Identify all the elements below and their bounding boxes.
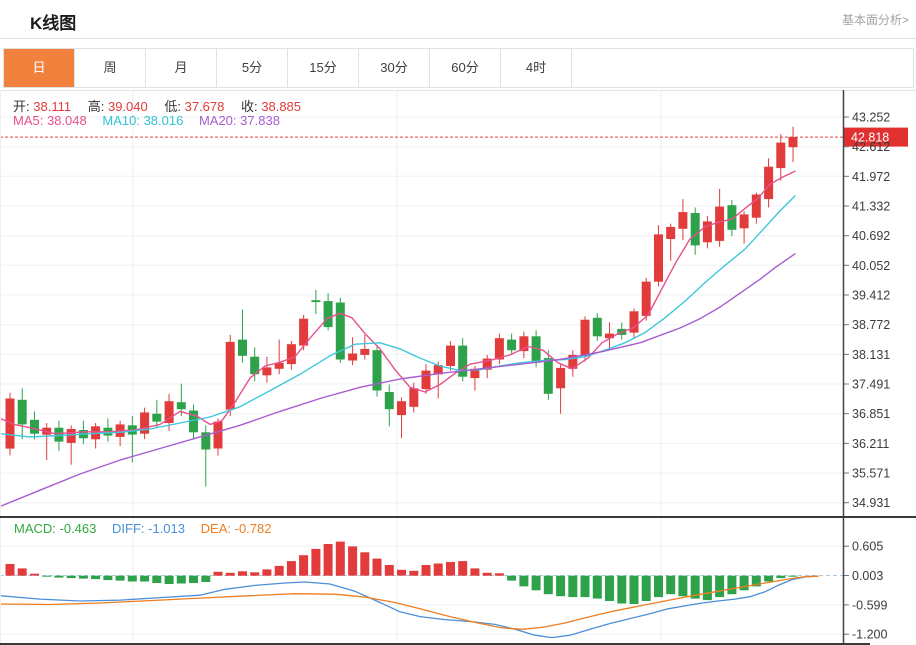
tab-day[interactable]: 日	[4, 49, 75, 87]
page-title: K线图	[30, 14, 77, 33]
svg-text:41.332: 41.332	[852, 200, 890, 214]
svg-text:34.931: 34.931	[852, 496, 890, 510]
high-label: 高:	[87, 99, 105, 114]
fundamental-analysis-link[interactable]: 基本面分析>	[841, 13, 909, 27]
svg-text:-1.200: -1.200	[852, 628, 887, 642]
low-value: 37.678	[184, 99, 225, 114]
macd-label: MACD:	[14, 521, 56, 536]
svg-text:0.003: 0.003	[852, 569, 883, 583]
gridlines	[0, 91, 843, 642]
ma20-value: 37.838	[240, 113, 280, 128]
ohlc-info: 开: 38.111 高: 39.040 低: 37.678 收: 38.885	[13, 96, 314, 115]
high-value: 39.040	[107, 99, 148, 114]
svg-text:-0.599: -0.599	[852, 598, 887, 612]
svg-text:39.412: 39.412	[852, 289, 890, 303]
candlesticks	[5, 126, 798, 487]
macd-value: -0.463	[59, 521, 97, 536]
open-value: 38.111	[33, 99, 72, 114]
svg-text:36.211: 36.211	[852, 437, 889, 451]
svg-text:35.571: 35.571	[852, 467, 890, 481]
macd-axis: 0.605 0.003 -0.599 -1.200	[843, 540, 887, 642]
macd-lines	[0, 575, 819, 639]
dea-value: -0.782	[234, 521, 272, 536]
svg-text:37.491: 37.491	[852, 378, 890, 392]
svg-text:36.851: 36.851	[852, 407, 890, 421]
macd-histogram	[5, 541, 798, 604]
svg-text:38.131: 38.131	[852, 348, 890, 362]
svg-text:42.612: 42.612	[852, 140, 890, 154]
ma-info: MA5: 38.048 MA10: 38.016 MA20: 37.838	[13, 113, 280, 128]
ma5-value: 38.048	[46, 113, 87, 128]
macd-info: MACD: -0.463 DIFF: -1.013 DEA: -0.782	[14, 521, 271, 536]
svg-text:38.772: 38.772	[852, 318, 890, 332]
tab-5min[interactable]: 5分	[217, 49, 288, 87]
price-axis: 43.252 42.612 41.972 41.332 40.692 40.052 39.4…	[843, 111, 890, 510]
low-label: 低:	[164, 99, 181, 114]
ma10-label: MA10:	[102, 113, 140, 128]
ma5-label: MA5:	[13, 113, 44, 128]
tab-60min[interactable]: 60分	[430, 49, 501, 87]
svg-text:40.692: 40.692	[852, 229, 890, 243]
open-label: 开:	[13, 99, 30, 114]
svg-text:0.605: 0.605	[852, 540, 883, 554]
svg-text:40.052: 40.052	[852, 259, 890, 273]
ma10-value: 38.016	[143, 113, 184, 128]
period-tabbar: 日 周 月 5分 15分 30分 60分 4时	[3, 48, 914, 88]
tab-15min[interactable]: 15分	[288, 49, 359, 87]
last-price-tag: 42.818	[844, 127, 908, 147]
svg-text:42.818: 42.818	[851, 131, 889, 145]
dea-label: DEA:	[200, 521, 231, 536]
svg-text:43.252: 43.252	[852, 111, 890, 125]
ma-lines	[0, 170, 796, 508]
tab-30min[interactable]: 30分	[359, 49, 430, 87]
diff-label: DIFF:	[112, 521, 145, 536]
close-label: 收:	[241, 99, 258, 114]
close-value: 38.885	[261, 99, 302, 114]
tab-month[interactable]: 月	[146, 49, 217, 87]
tab-week[interactable]: 周	[75, 49, 146, 87]
main-chart-plot-area[interactable]	[0, 90, 843, 517]
svg-text:41.972: 41.972	[852, 170, 890, 184]
tab-4hour[interactable]: 4时	[501, 49, 572, 87]
diff-value: -1.013	[148, 521, 186, 536]
ma20-label: MA20:	[198, 113, 237, 128]
header-divider	[0, 38, 916, 39]
chart-borders	[0, 90, 916, 645]
